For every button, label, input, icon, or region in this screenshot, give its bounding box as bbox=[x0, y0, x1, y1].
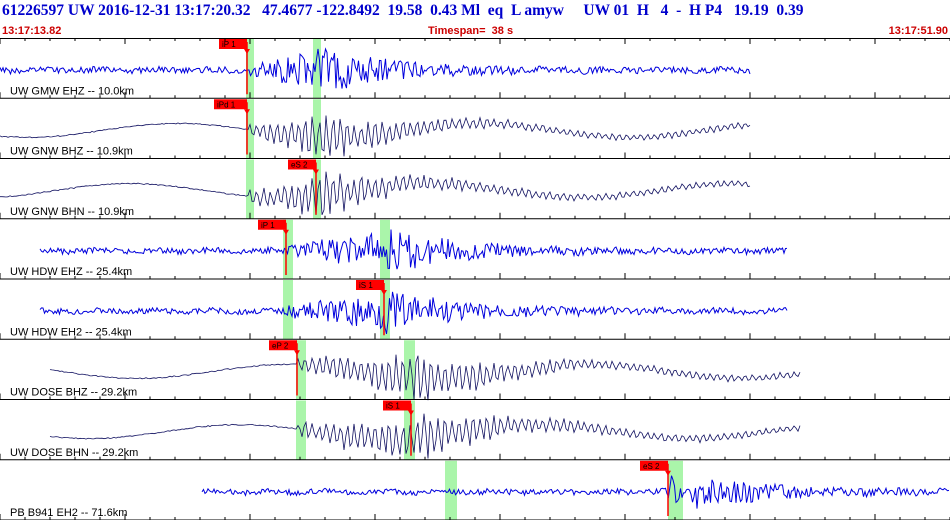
pick-window bbox=[246, 159, 254, 219]
waveform-trace bbox=[49, 413, 801, 459]
channel-label: UW GNW BHN -- 10.9km bbox=[10, 206, 134, 218]
pick-window bbox=[246, 99, 254, 159]
event-summary-title: 61226597 UW 2016-12-31 13:17:20.32 47.46… bbox=[2, 2, 804, 19]
pick-window bbox=[313, 99, 321, 159]
waveform-trace bbox=[0, 171, 751, 215]
pick-label: eS 2 bbox=[643, 462, 660, 471]
waveform-trace bbox=[49, 354, 801, 401]
pick-window bbox=[404, 340, 415, 400]
waveform-trace bbox=[201, 475, 950, 509]
pick-window bbox=[380, 280, 390, 340]
waveform-trace bbox=[0, 47, 751, 89]
channel-row[interactable]: eS 2 UW GNW BHN -- 10.9km bbox=[0, 159, 950, 220]
pick-label: iP 1 bbox=[261, 221, 275, 230]
end-time-label: 13:17:51.90 bbox=[888, 25, 948, 37]
pick-flag[interactable] bbox=[214, 99, 247, 110]
channel-label: PB B941 EH2 -- 71.6km bbox=[10, 507, 127, 519]
waveform-trace bbox=[39, 291, 788, 335]
channel-label: UW GMW EHZ -- 10.0km bbox=[10, 85, 134, 97]
pick-label: iPd 1 bbox=[217, 100, 236, 109]
pick-label: iP 1 bbox=[222, 40, 236, 49]
channel-row[interactable]: iP 1 UW HDW EHZ -- 25.4km bbox=[0, 219, 950, 280]
pick-marker-icon bbox=[381, 290, 387, 295]
channel-label: UW GNW BHZ -- 10.9km bbox=[10, 146, 133, 158]
pick-window bbox=[296, 340, 306, 400]
pick-window bbox=[380, 219, 390, 279]
channel-row[interactable]: iS 1 UW HDW EH2 -- 25.4km bbox=[0, 280, 950, 340]
pick-flag[interactable] bbox=[356, 280, 384, 290]
pick-window bbox=[296, 400, 306, 460]
pick-flag[interactable] bbox=[269, 340, 297, 351]
pick-marker-icon bbox=[294, 350, 300, 356]
channel-row[interactable]: eP 2 UW DOSE BHZ -- 29.2km bbox=[0, 340, 950, 401]
pick-window bbox=[246, 39, 254, 99]
pick-label: eS 2 bbox=[291, 161, 308, 170]
pick-flag[interactable] bbox=[258, 219, 286, 230]
channel-row[interactable]: iS 1 UW DOSE BHN -- 29.2km bbox=[0, 400, 950, 461]
channel-label: UW HDW EHZ -- 25.4km bbox=[10, 266, 132, 278]
pick-label: iS 1 bbox=[386, 402, 400, 411]
channel-label: UW DOSE BHZ -- 29.2km bbox=[10, 387, 137, 399]
channel-label: UW HDW EH2 -- 25.4km bbox=[10, 326, 132, 338]
pick-marker-icon bbox=[313, 169, 319, 175]
event-header: 61226597 UW 2016-12-31 13:17:20.32 47.46… bbox=[0, 0, 950, 38]
pick-flag[interactable] bbox=[288, 159, 316, 170]
pick-window bbox=[445, 460, 457, 520]
timespan-label: Timespan= 38 s bbox=[428, 25, 514, 37]
pick-marker-icon bbox=[665, 470, 671, 476]
waveform-trace bbox=[39, 229, 788, 270]
pick-label: iS 1 bbox=[359, 281, 373, 290]
pick-marker-icon bbox=[244, 109, 250, 115]
pick-flag[interactable] bbox=[383, 400, 411, 411]
pick-marker-icon bbox=[244, 49, 250, 54]
pick-window bbox=[313, 39, 321, 99]
pick-window bbox=[313, 159, 321, 219]
waveform-trace bbox=[0, 115, 751, 157]
pick-marker-icon bbox=[408, 410, 414, 416]
seismogram-panel[interactable]: iP 1 UW GMW EHZ -- 10.0km iPd 1 UW GNW BHZ … bbox=[0, 38, 950, 520]
pick-label: eP 2 bbox=[272, 341, 289, 350]
pick-flag[interactable] bbox=[640, 460, 668, 471]
start-time-label: 13:17:13.82 bbox=[2, 25, 62, 37]
channel-row[interactable]: iP 1 UW GMW EHZ -- 10.0km bbox=[0, 39, 950, 99]
seismogram-svg[interactable]: iP 1 UW GMW EHZ -- 10.0km iPd 1 UW GNW BHZ … bbox=[0, 38, 950, 520]
channel-row[interactable]: eS 2 PB B941 EH2 -- 71.6km bbox=[0, 460, 950, 520]
channel-label: UW DOSE BHN -- 29.2km bbox=[10, 447, 138, 459]
channel-row[interactable]: iPd 1 UW GNW BHZ -- 10.9km bbox=[0, 99, 950, 159]
pick-marker-icon bbox=[283, 229, 289, 235]
pick-flag[interactable] bbox=[219, 39, 247, 49]
